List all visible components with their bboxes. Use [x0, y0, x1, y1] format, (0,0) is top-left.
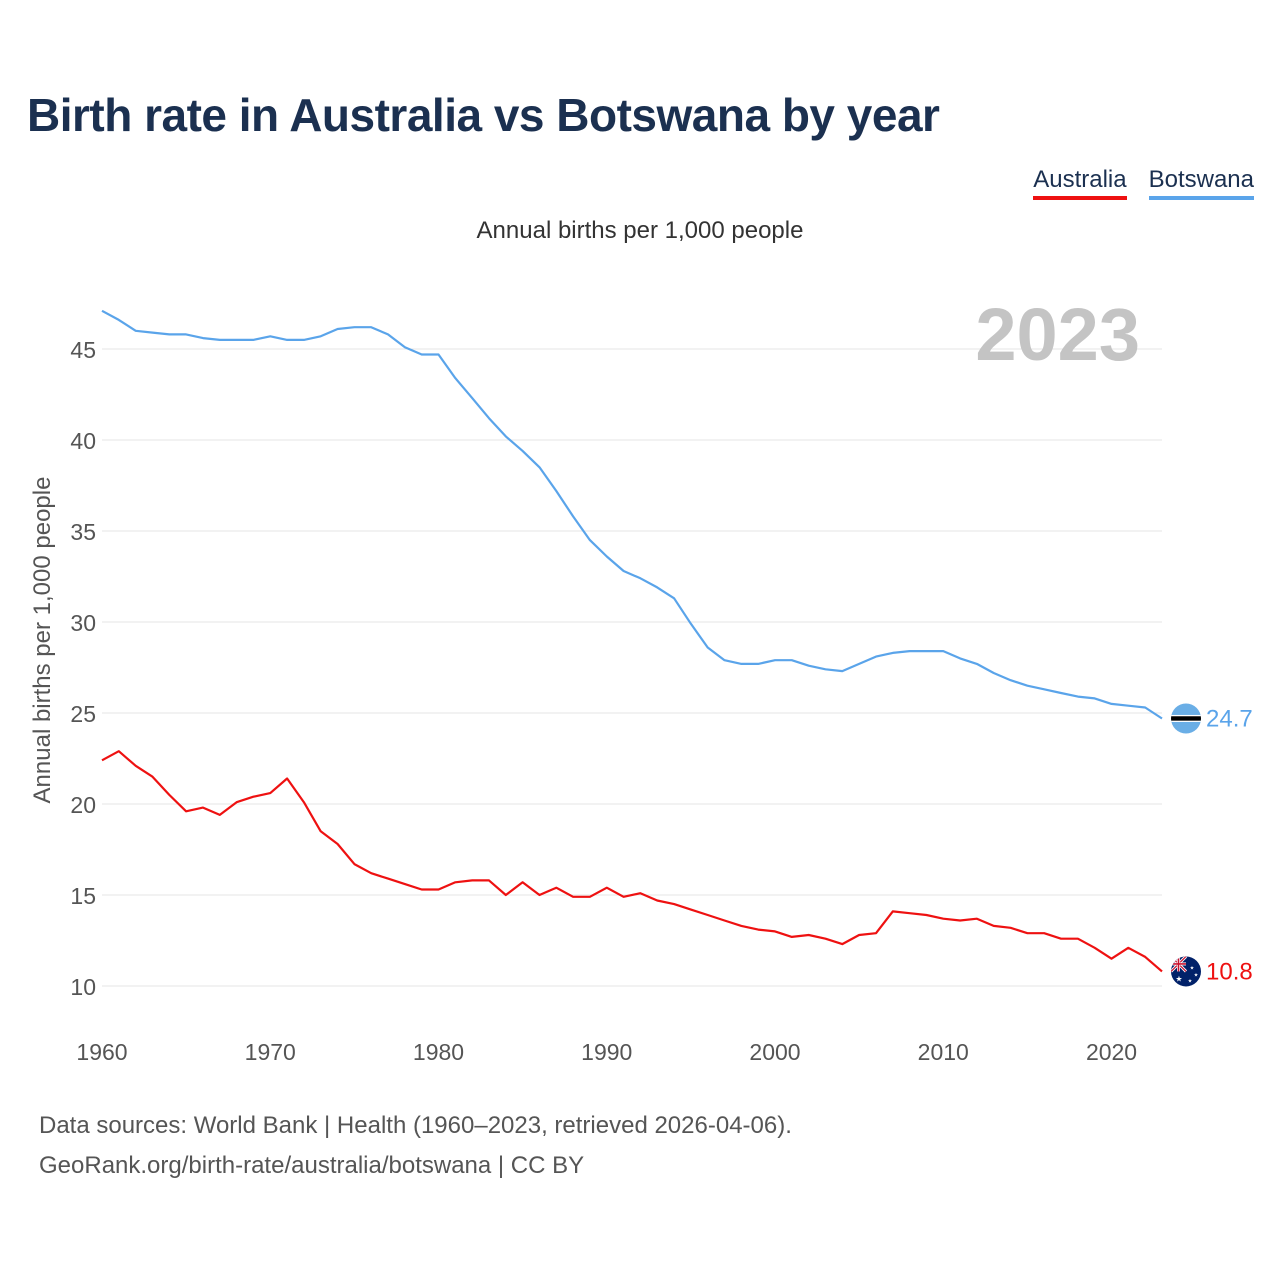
source-footer: Data sources: World Bank | Health (1960–…: [39, 1106, 792, 1186]
legend-item-botswana[interactable]: Botswana: [1148, 166, 1254, 200]
series-lines: [101, 309, 1163, 973]
source-line-2: GeoRank.org/birth-rate/australia/botswan…: [39, 1152, 585, 1179]
legend-item-australia[interactable]: Australia: [1033, 166, 1127, 200]
legend: Australia Botswana: [1033, 166, 1254, 200]
chart-title: Birth rate in Australia vs Botswana by y…: [27, 89, 940, 141]
y-tick-label: 30: [70, 610, 96, 636]
x-tick-label: 1960: [76, 1039, 127, 1065]
grid-lines: [102, 348, 1162, 987]
svg-text:★: ★: [1188, 978, 1193, 984]
botswana-end-value: 24.7: [1206, 705, 1253, 732]
botswana-flag-icon: [1171, 703, 1201, 734]
source-line-1: Data sources: World Bank | Health (1960–…: [39, 1112, 792, 1139]
year-label: 2023: [975, 293, 1140, 376]
series-line-australia: [101, 750, 1163, 973]
svg-text:★: ★: [1194, 972, 1199, 978]
y-tick-label: 35: [70, 519, 96, 545]
x-tick-label: 1990: [581, 1039, 632, 1065]
series-line-botswana: [101, 309, 1163, 720]
x-tick-label: 2010: [918, 1039, 969, 1065]
x-tick-label: 1970: [245, 1039, 296, 1065]
y-tick-label: 25: [70, 701, 96, 727]
chart-subtitle: Annual births per 1,000 people: [476, 217, 804, 244]
x-axis-ticks: 1960 1970 1980 1990 2000 2010 2020: [76, 1039, 1137, 1065]
y-tick-label: 10: [70, 974, 96, 1000]
x-tick-label: 2000: [749, 1039, 800, 1065]
x-tick-label: 2020: [1086, 1039, 1137, 1065]
y-tick-label: 20: [70, 792, 96, 818]
australia-end-value: 10.8: [1206, 958, 1253, 985]
svg-text:★: ★: [1190, 965, 1195, 971]
svg-text:★: ★: [1175, 974, 1182, 983]
australia-flag-icon: ★ ★ ★ ★: [1171, 956, 1201, 987]
x-tick-label: 1980: [413, 1039, 464, 1065]
y-tick-label: 45: [70, 337, 96, 363]
y-axis-ticks: 10 15 20 25 30 35 40 45: [70, 337, 96, 1000]
series-end-markers: ★ ★ ★ ★: [1171, 703, 1201, 987]
y-axis-label: Annual births per 1,000 people: [29, 477, 56, 804]
y-tick-label: 40: [70, 428, 96, 454]
y-tick-label: 15: [70, 883, 96, 909]
